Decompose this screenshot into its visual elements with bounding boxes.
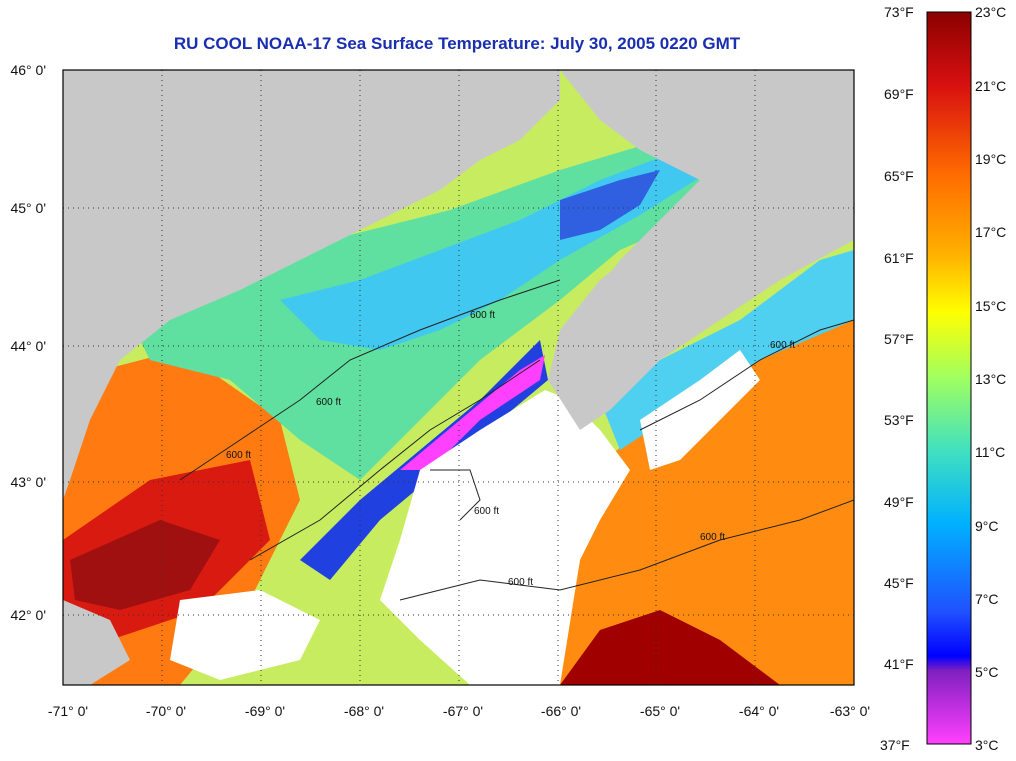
contour-label: 600 ft <box>226 450 251 461</box>
lon-label: -70° 0' <box>146 703 186 719</box>
contour-label: 600 ft <box>770 340 795 351</box>
lon-label: -63° 0' <box>830 703 870 719</box>
colorbar-f-label: 69°F <box>884 86 914 102</box>
lon-label: -66° 0' <box>541 703 581 719</box>
colorbar-c-label: 17°C <box>975 224 1007 240</box>
colorbar-c-label: 3°C <box>975 737 999 753</box>
colorbar-f-label: 49°F <box>884 494 914 510</box>
colorbar-f-label: 53°F <box>884 412 914 428</box>
contour-label: 600 ft <box>470 310 495 321</box>
graticule <box>63 70 854 685</box>
land-cape-cod <box>63 600 130 685</box>
gulf-stream-core <box>560 610 780 685</box>
lat-label: 44° 0' <box>10 338 46 354</box>
lon-label: -67° 0' <box>443 703 483 719</box>
bay-of-fundy-cold <box>560 170 660 240</box>
lat-label: 43° 0' <box>10 474 46 490</box>
colorbar-c-label: 7°C <box>975 591 999 607</box>
colorbar-c-label: 5°C <box>975 664 999 680</box>
lon-label: -64° 0' <box>739 703 779 719</box>
bathymetry-contours <box>179 279 854 601</box>
warm-water-southeast <box>560 300 854 685</box>
colorbar-c-label: 11°C <box>975 444 1006 460</box>
lon-label: -71° 0' <box>48 703 88 719</box>
hot-core-southwest <box>70 520 220 610</box>
scotian-shelf-water <box>600 250 854 450</box>
colorbar-c-label: 15°C <box>975 298 1007 314</box>
lon-label: -69° 0' <box>245 703 285 719</box>
colorbar-c-label: 9°C <box>975 518 999 534</box>
colorbar-f-label: 61°F <box>884 250 914 266</box>
colorbar <box>926 11 972 745</box>
colorbar-f-label: 57°F <box>884 331 914 347</box>
map-frame <box>62 69 855 686</box>
contour-label: 600 ft <box>316 397 341 408</box>
lat-label: 46° 0' <box>10 62 46 78</box>
lat-label: 42° 0' <box>10 607 46 623</box>
lon-label: -68° 0' <box>344 703 384 719</box>
land-new-england <box>63 70 560 500</box>
cloud-cover-center <box>380 390 630 685</box>
contour-label: 600 ft <box>508 577 533 588</box>
contour-label: 600 ft <box>700 532 725 543</box>
colorbar-f-label: 45°F <box>884 575 914 591</box>
lat-label: 45° 0' <box>10 200 46 216</box>
cloud-cover-south <box>170 590 320 680</box>
colorbar-f-label: 41°F <box>884 656 914 672</box>
land-nova-scotia <box>548 160 854 430</box>
lon-label: -65° 0' <box>640 703 680 719</box>
contour-label: 600 ft <box>474 506 499 517</box>
colorbar-c-label: 21°C <box>975 78 1007 94</box>
colorbar-f-label: 73°F <box>884 4 914 20</box>
colorbar-c-label: 13°C <box>975 371 1007 387</box>
coldest-strip <box>400 355 545 470</box>
colorbar-f-label: 37°F <box>880 737 910 753</box>
map-title: RU COOL NOAA-17 Sea Surface Temperature:… <box>173 34 741 53</box>
colorbar-f-label: 65°F <box>884 168 914 184</box>
colorbar-c-label: 23°C <box>975 4 1007 20</box>
colorbar-c-label: 19°C <box>975 151 1007 167</box>
